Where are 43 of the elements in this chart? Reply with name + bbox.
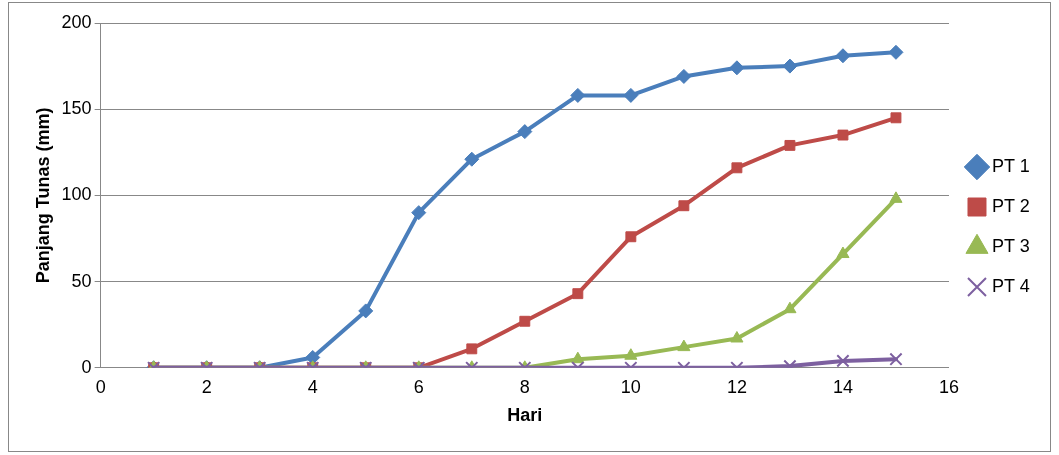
x-tick-label: 6 [413, 376, 424, 397]
point [730, 330, 744, 343]
point [411, 205, 427, 221]
x-tick-label: 12 [726, 376, 747, 397]
x-tick-label: 0 [95, 376, 106, 397]
point [731, 162, 743, 174]
point [623, 87, 639, 103]
point [729, 60, 745, 76]
point [570, 87, 586, 103]
y-tick-label: 150 [61, 98, 92, 119]
point [836, 246, 850, 259]
y-tick-label: 0 [81, 356, 92, 377]
y-axis-title: Panjang Tunas (mm) [32, 107, 53, 284]
x-tick-label: 4 [307, 376, 318, 397]
legend-label: PT 3 [991, 235, 1030, 256]
x-tick-label: 10 [620, 376, 641, 397]
x-tick-label: 14 [832, 376, 853, 397]
point [783, 301, 797, 314]
x-tick-label: 8 [519, 376, 530, 397]
point [837, 129, 849, 141]
y-tick-label: 200 [61, 11, 92, 32]
x-tick-label: 16 [938, 376, 959, 397]
point [782, 58, 798, 74]
point [835, 48, 851, 64]
legend-label: PT 2 [991, 195, 1030, 216]
point [517, 124, 533, 140]
point [571, 351, 585, 364]
y-tick-label: 100 [61, 184, 92, 205]
legend-label: PT 1 [991, 155, 1030, 176]
point [678, 200, 690, 212]
point [784, 139, 796, 151]
point [888, 44, 904, 60]
point [464, 151, 480, 167]
x-tick-label: 2 [201, 376, 212, 397]
point [677, 339, 691, 352]
y-tick-label: 50 [71, 270, 92, 291]
point [890, 112, 902, 124]
point [889, 191, 903, 203]
point [625, 231, 637, 243]
point [624, 348, 638, 360]
x-axis-title: Hari [507, 405, 543, 426]
point [676, 68, 692, 84]
legend-label: PT 4 [991, 275, 1030, 296]
